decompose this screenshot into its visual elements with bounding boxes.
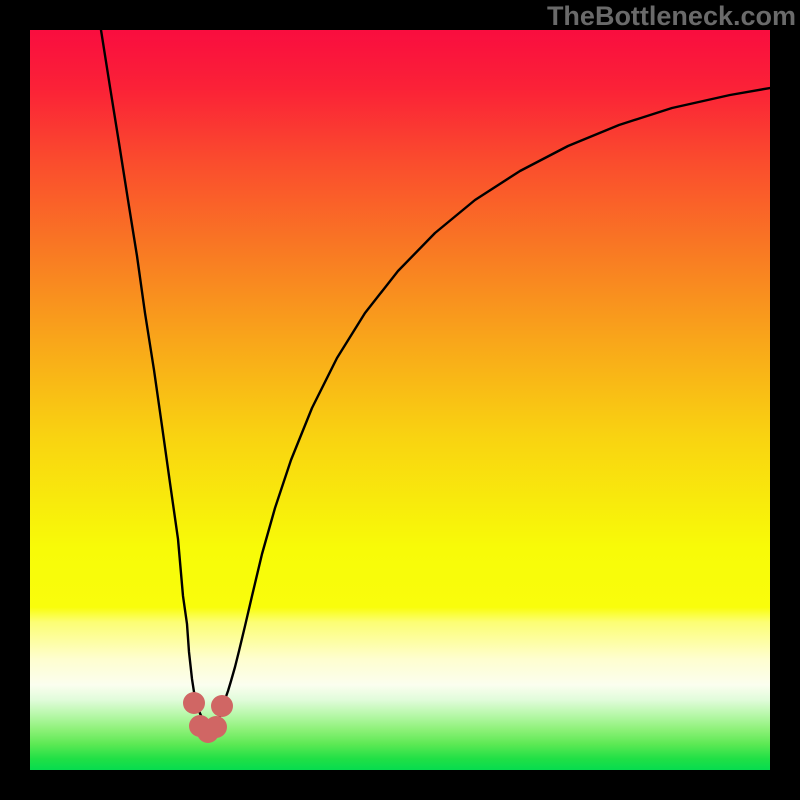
valley-marker [211,695,233,717]
gradient-background [30,30,770,770]
watermark-label: TheBottleneck.com [547,1,796,32]
valley-marker [183,692,205,714]
valley-marker [205,716,227,738]
bottleneck-chart [30,30,770,770]
chart-frame: TheBottleneck.com [0,0,800,800]
